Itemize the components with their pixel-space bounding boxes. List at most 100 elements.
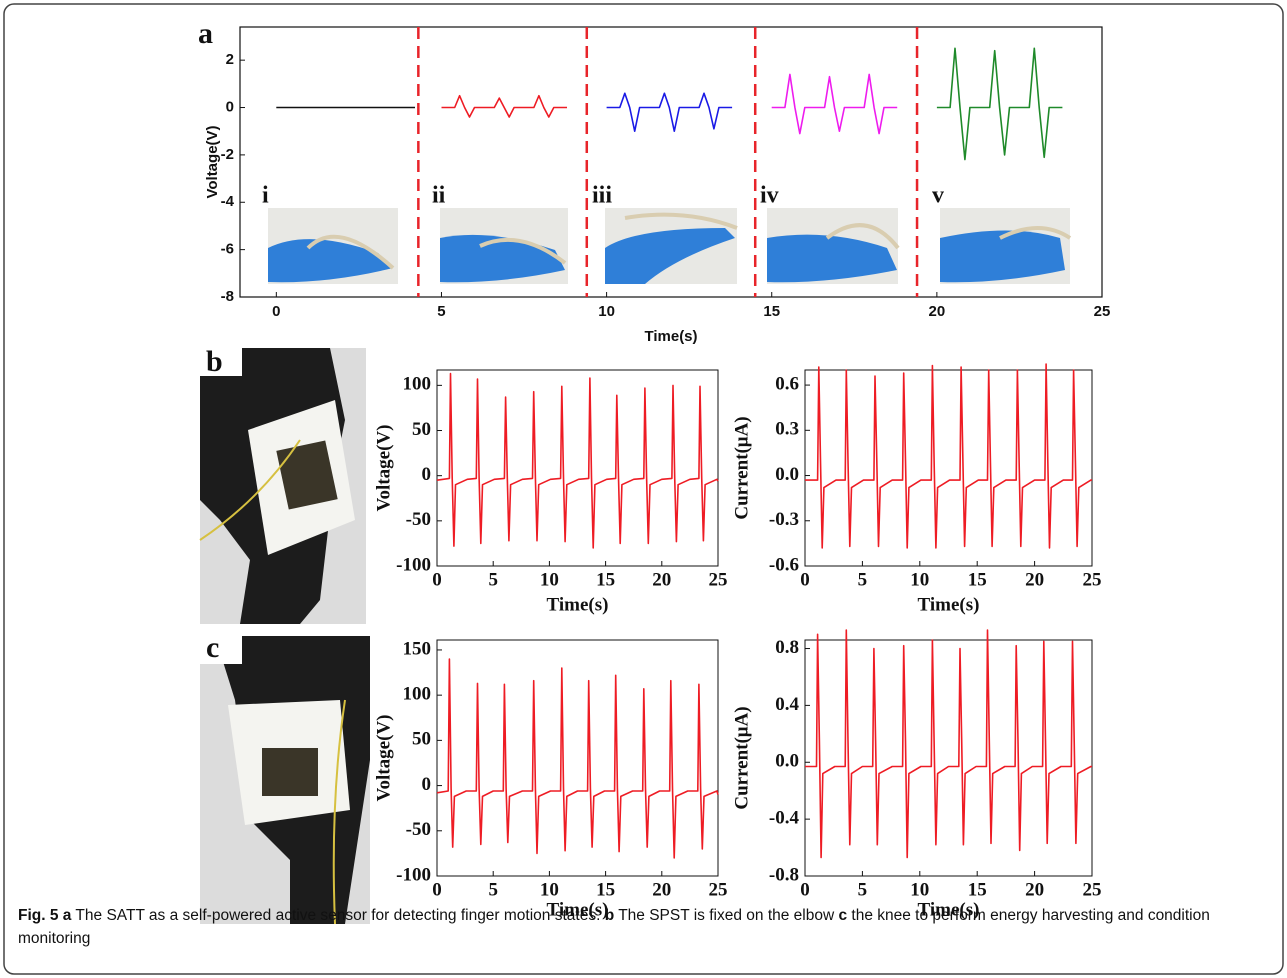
y-axis-title: Voltage(V) [373, 715, 394, 802]
caption-text: The SPST is fixed on the elbow [614, 907, 839, 924]
y-tick-label: 0 [422, 464, 432, 485]
x-axis-title: Time(s) [644, 328, 697, 345]
x-tick-label: 15 [596, 569, 615, 590]
x-tick-label: 15 [968, 569, 987, 590]
photo-label: iv [760, 183, 779, 209]
x-tick-label: 5 [488, 879, 498, 900]
x-tick-label: 5 [858, 879, 868, 900]
signal-line [436, 658, 719, 859]
signal-line [805, 629, 1092, 859]
y-tick-label: -6 [221, 241, 234, 258]
y-tick-label: 0.0 [775, 464, 799, 485]
y-tick-label: 0.3 [775, 419, 799, 440]
signal-line [606, 92, 733, 132]
x-tick-label: 10 [910, 879, 929, 900]
finger-photos [268, 208, 1072, 284]
y-tick-label: 0.6 [775, 373, 799, 394]
plot-frame [436, 369, 719, 567]
y-tick-label: -4 [221, 193, 235, 210]
signal-line [936, 47, 1063, 161]
x-tick-label: 25 [1083, 569, 1102, 590]
caption-text: c [838, 907, 848, 924]
signal-line [436, 372, 719, 549]
plot-frame [804, 369, 1093, 567]
x-axis-title: Time(s) [547, 594, 609, 615]
x-tick-label: 10 [910, 569, 929, 590]
x-tick-label: 10 [598, 303, 615, 320]
caption-text: b [604, 907, 615, 924]
y-tick-label: -0.4 [769, 807, 800, 828]
x-tick-label: 5 [858, 569, 868, 590]
x-tick-label: 20 [652, 569, 671, 590]
photo-label: i [262, 183, 269, 209]
x-axis-title: Time(s) [918, 594, 980, 615]
panel-label: b [206, 345, 223, 378]
caption-text: the knee to perform energy harvesting an… [18, 907, 1210, 947]
signal-line [805, 363, 1092, 549]
knee-photo [200, 636, 370, 925]
x-tick-label: 20 [652, 879, 671, 900]
panel-label: a [198, 17, 213, 50]
y-tick-label: -0.6 [769, 554, 799, 575]
y-tick-label: 2 [226, 51, 234, 68]
y-tick-label: 150 [403, 638, 432, 659]
caption-text: The SATT as a self-powered active sensor… [71, 907, 605, 924]
x-tick-label: 20 [929, 303, 946, 320]
x-tick-label: 0 [800, 879, 810, 900]
photo-label: ii [432, 183, 446, 209]
photo-label: iii [592, 183, 612, 209]
y-tick-label: 0.4 [775, 694, 799, 715]
panel-label: c [206, 631, 219, 664]
signal-line [441, 94, 567, 118]
plot-frame [239, 26, 1103, 298]
x-axis-title: Time(s) [547, 899, 609, 920]
x-tick-label: 15 [968, 879, 987, 900]
x-tick-label: 5 [488, 569, 498, 590]
y-tick-label: -0.8 [769, 864, 799, 885]
x-tick-label: 0 [432, 879, 442, 900]
y-tick-label: 0 [226, 98, 234, 115]
x-tick-label: 5 [437, 303, 445, 320]
y-axis-title: Current(μA) [731, 706, 752, 809]
y-tick-label: -50 [406, 509, 431, 530]
y-tick-label: 0.8 [775, 637, 799, 658]
x-tick-label: 15 [763, 303, 780, 320]
y-tick-label: -2 [221, 146, 234, 163]
elbow-photo [199, 348, 366, 624]
x-tick-label: 25 [709, 569, 728, 590]
y-axis-title: Voltage(V) [204, 125, 221, 198]
y-axis-title: Current(μA) [731, 416, 752, 519]
y-axis-title: Voltage(V) [373, 425, 394, 512]
x-tick-label: 0 [432, 569, 442, 590]
label-box [200, 348, 242, 376]
plot-frame [436, 639, 719, 877]
x-tick-label: 25 [1094, 303, 1111, 320]
x-tick-label: 25 [709, 879, 728, 900]
y-tick-label: 0 [422, 774, 432, 795]
y-tick-label: -8 [221, 288, 234, 305]
y-tick-label: 100 [403, 684, 432, 705]
x-tick-label: 0 [800, 569, 810, 590]
figure-border [3, 3, 1284, 975]
signal-line [771, 73, 898, 135]
y-tick-label: 0.0 [775, 751, 799, 772]
x-tick-label: 10 [540, 879, 559, 900]
plot-frame [804, 639, 1093, 877]
label-box [200, 636, 242, 664]
caption-text: Fig. 5 a [18, 907, 72, 924]
x-tick-label: 25 [1083, 879, 1102, 900]
x-tick-label: 20 [1025, 879, 1044, 900]
y-tick-label: 50 [412, 729, 431, 750]
y-tick-label: 50 [412, 419, 431, 440]
x-tick-label: 0 [272, 303, 280, 320]
y-tick-label: -0.3 [769, 509, 799, 530]
y-tick-label: 100 [403, 374, 432, 395]
x-tick-label: 20 [1025, 569, 1044, 590]
x-axis-title: Time(s) [918, 899, 980, 920]
y-tick-label: -100 [396, 864, 431, 885]
x-tick-label: 15 [596, 879, 615, 900]
x-tick-label: 10 [540, 569, 559, 590]
caption: Fig. 5 a The SATT as a self-powered acti… [18, 904, 1268, 950]
photo-label: v [932, 183, 944, 209]
